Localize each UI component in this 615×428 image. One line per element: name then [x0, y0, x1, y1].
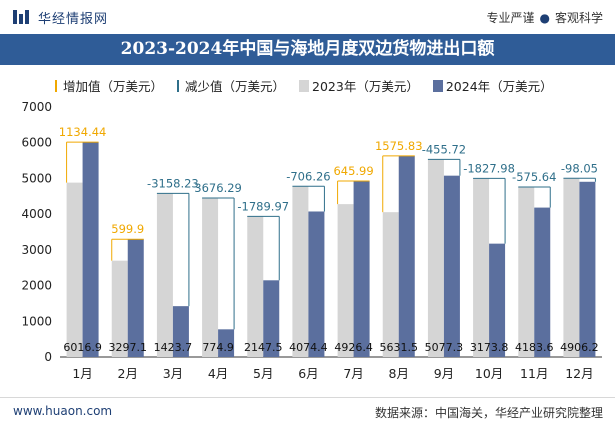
bar-2024 [398, 155, 415, 357]
bar-2024 [172, 306, 189, 357]
legend-2024: 2024年（万美元） [432, 76, 553, 95]
y-tick-label: 2000 [21, 279, 52, 293]
data-label: 3297.1 [109, 341, 148, 354]
change-label: -1827.98 [463, 161, 515, 175]
change-label: -455.72 [422, 142, 466, 156]
bar-2024 [579, 181, 596, 357]
legend-increase: 增加值（万美元） [55, 76, 163, 95]
legend-decrease: 减少值（万美元） [177, 76, 285, 95]
category-label: 8月 [389, 366, 409, 381]
increase-swatch [55, 79, 60, 92]
legend-2023: 2023年（万美元） [299, 76, 419, 95]
slogan-right: 客观科学 [554, 11, 603, 25]
slogan: 专业严谨 ● 客观科学 [486, 9, 603, 26]
bar-2023 [292, 186, 309, 357]
bar-2023 [382, 212, 399, 357]
legend-decrease-label: 减少值（万美元） [185, 79, 286, 94]
legend-2023-label: 2023年（万美元） [312, 79, 419, 94]
data-label: 4183.6 [515, 341, 554, 354]
bar-2023 [518, 187, 535, 357]
change-label: 645.99 [333, 164, 373, 178]
data-label: 2147.5 [244, 341, 283, 354]
change-label: 1575.83 [375, 139, 423, 153]
change-label: -1789.97 [237, 199, 289, 213]
change-label: 599.9 [111, 222, 144, 236]
legend: 增加值（万美元） 减少值（万美元） 2023年（万美元） 2024年（万美元） [55, 76, 567, 95]
legend-increase-label: 增加值（万美元） [63, 79, 164, 94]
category-label: 6月 [298, 366, 318, 381]
bar-2023 [66, 182, 83, 357]
2024-swatch [432, 79, 443, 92]
bar-2023 [427, 159, 444, 357]
y-tick-label: 5000 [21, 171, 52, 185]
category-label: 11月 [520, 366, 548, 381]
bar-2024 [534, 207, 551, 357]
bar-2023 [337, 204, 354, 357]
footer-source: 数据来源：中国海关，华经产业研究院整理 [374, 406, 603, 420]
change-label: -3158.23 [147, 176, 199, 190]
top-bar: 华经情报网 专业严谨 ● 客观科学 [0, 0, 615, 34]
bar-2024 [82, 142, 99, 357]
bar-2024 [263, 280, 280, 357]
dot-icon: ● [539, 11, 550, 25]
bar-2023 [156, 193, 173, 357]
change-label: 3676.29 [194, 181, 242, 195]
2023-swatch [299, 79, 310, 92]
change-label: -575.64 [512, 170, 556, 184]
data-label: 4906.2 [560, 341, 599, 354]
y-tick-label: 7000 [21, 100, 52, 114]
decrease-swatch [177, 79, 182, 92]
change-label: -706.26 [286, 169, 330, 183]
y-tick-label: 4000 [21, 207, 52, 221]
category-label: 12月 [565, 366, 593, 381]
category-label: 2月 [118, 366, 138, 381]
bar-2024 [489, 243, 506, 357]
y-tick-label: 0 [44, 350, 52, 364]
data-label: 1423.7 [154, 341, 193, 354]
bar-2023 [247, 216, 264, 357]
category-label: 3月 [163, 366, 183, 381]
slogan-left: 专业严谨 [486, 11, 535, 25]
category-label: 7月 [343, 366, 363, 381]
logo-icon [13, 10, 29, 24]
footer: www.huaon.com 数据来源：中国海关，华经产业研究院整理 [0, 397, 615, 428]
category-label: 10月 [475, 366, 503, 381]
bar-2024 [218, 329, 235, 357]
category-label: 9月 [434, 366, 454, 381]
data-label: 5077.3 [425, 341, 464, 354]
data-label: 4074.4 [289, 341, 328, 354]
category-label: 5月 [253, 366, 273, 381]
y-tick-label: 6000 [21, 136, 52, 150]
bar-2023 [473, 178, 490, 357]
bar-2024 [353, 181, 370, 357]
data-label: 3173.8 [470, 341, 509, 354]
data-label: 774.9 [202, 341, 234, 354]
site-name: 华经情报网 [38, 12, 109, 27]
data-label: 4926.4 [334, 341, 373, 354]
bar-2023 [563, 178, 580, 357]
footer-url[interactable]: www.huaon.com [13, 404, 113, 418]
category-label: 4月 [208, 366, 228, 381]
chart-title: 2023-2024年中国与海地月度双边货物进出口额 [0, 34, 615, 65]
bar-2024 [308, 211, 325, 357]
bar-2023 [111, 260, 128, 357]
data-label: 6016.9 [63, 341, 102, 354]
y-tick-label: 3000 [21, 243, 52, 257]
change-label: -98.05 [561, 161, 598, 175]
bar-2024 [127, 239, 144, 357]
legend-2024-label: 2024年（万美元） [445, 79, 553, 94]
change-label: 1134.44 [59, 125, 107, 139]
data-label: 5631.5 [380, 341, 419, 354]
y-tick-label: 1000 [21, 314, 52, 328]
bar-2023 [202, 198, 219, 357]
category-label: 1月 [72, 366, 92, 381]
bar-2024 [443, 175, 460, 357]
